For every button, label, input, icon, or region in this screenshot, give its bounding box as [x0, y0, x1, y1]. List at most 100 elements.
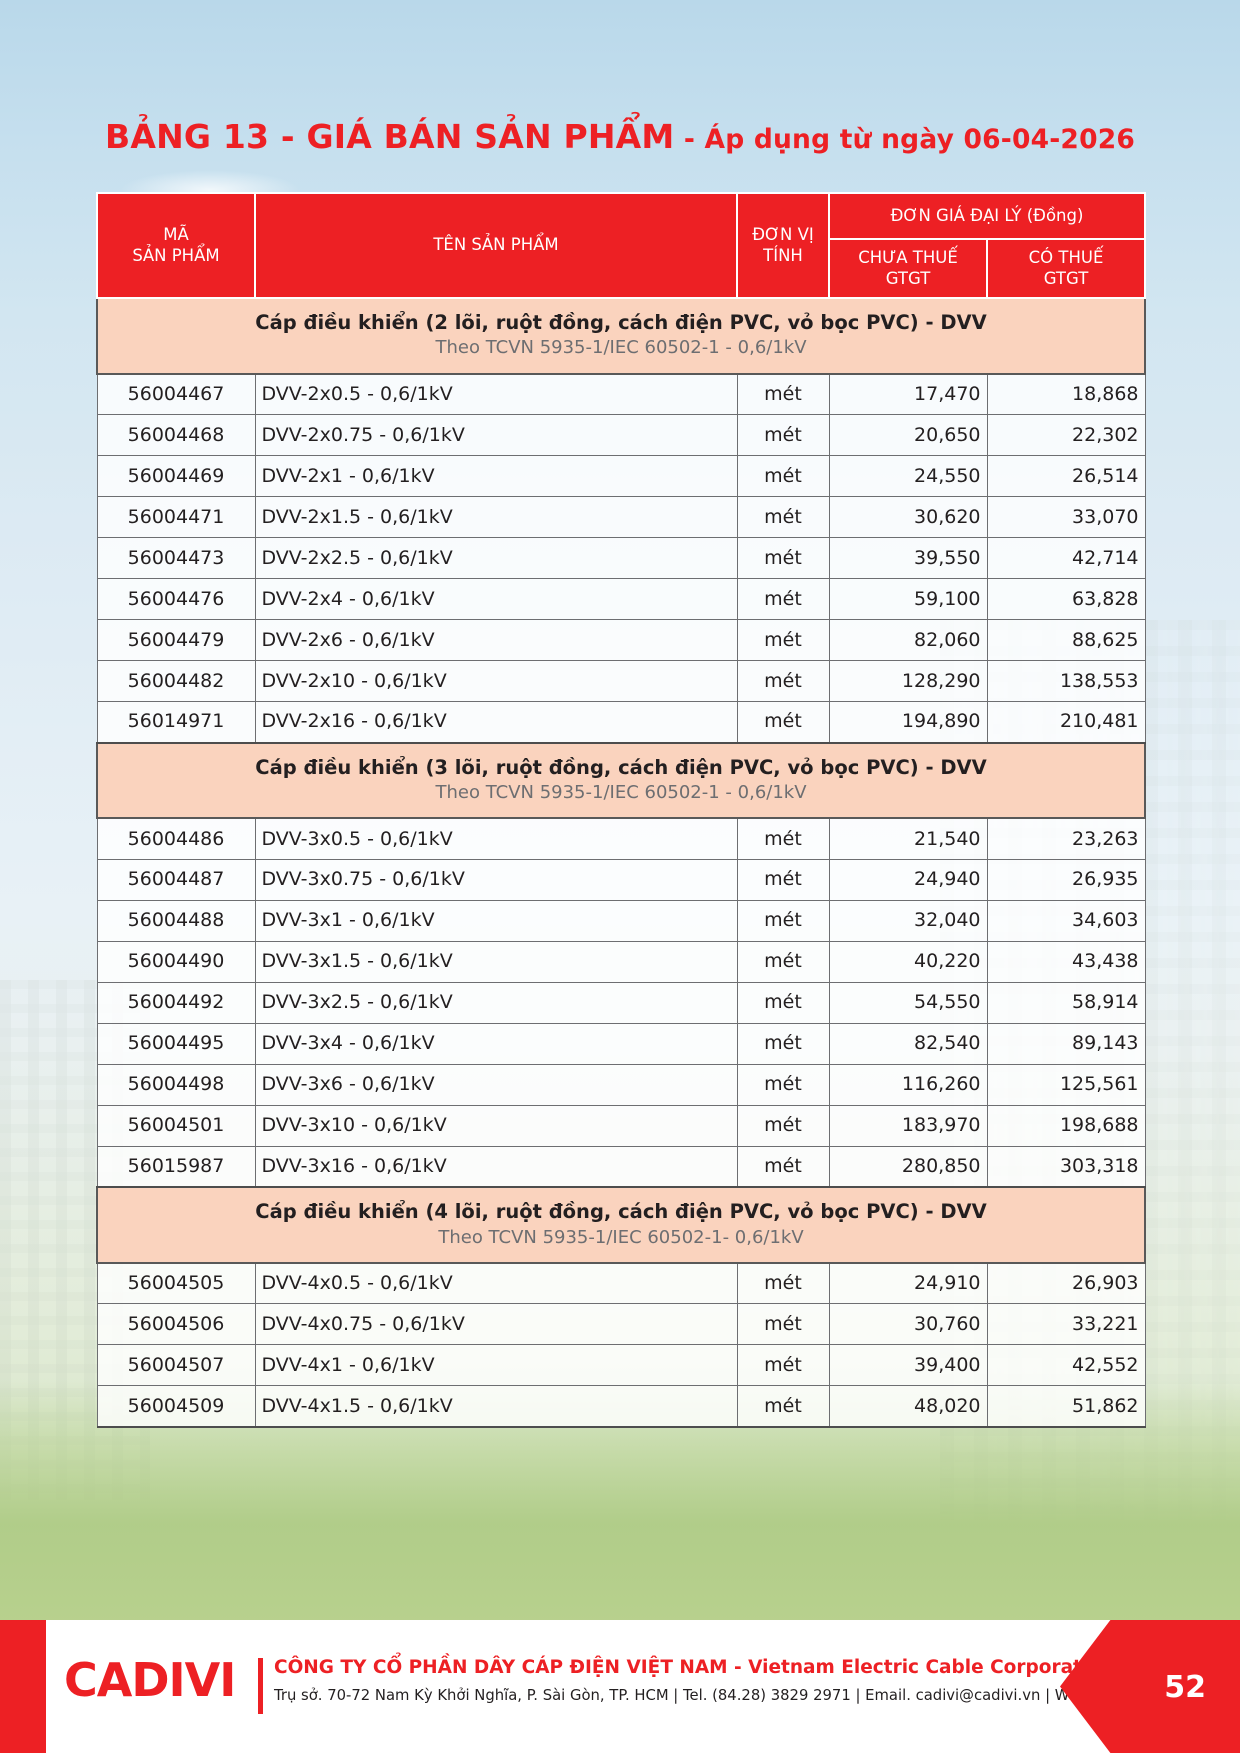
product-name-cell: DVV-3x16 - 0,6/1kV: [254, 1145, 738, 1189]
price-incl-vat-cell: 89,143: [986, 1022, 1146, 1065]
price-excl-vat-cell: 32,040: [828, 899, 988, 942]
table-row: 56004479 DVV-2x6 - 0,6/1kV mét 82,060 88,625: [96, 619, 1146, 662]
product-group-standard: Theo TCVN 5935-1/IEC 60502-1- 0,6/1kV: [438, 1226, 804, 1248]
unit-cell: mét: [736, 1022, 830, 1065]
product-code-cell: 56004506: [96, 1303, 256, 1346]
price-incl-vat-cell: 23,263: [986, 817, 1146, 860]
product-group-header-cell: Cáp điều khiển (4 lõi, ruột đồng, cách đ…: [95, 1186, 1147, 1264]
product-name-cell: DVV-3x6 - 0,6/1kV: [254, 1063, 738, 1106]
product-group-title: Cáp điều khiển (3 lõi, ruột đồng, cách đ…: [255, 755, 987, 779]
product-name-cell: DVV-4x0.75 - 0,6/1kV: [254, 1303, 738, 1346]
column-header-price-excl-vat: CHƯA THUẾ GTGT: [828, 238, 988, 299]
price-incl-vat-cell: 43,438: [986, 940, 1146, 983]
price-excl-vat-cell: 194,890: [828, 701, 988, 744]
table-row: 56004501 DVV-3x10 - 0,6/1kV mét 183,970 198,…: [96, 1104, 1146, 1147]
price-excl-vat-cell: 48,020: [828, 1385, 988, 1428]
unit-cell: mét: [736, 817, 830, 860]
page-title-main: BẢNG 13 - GIÁ BÁN SẢN PHẨM: [104, 117, 675, 156]
product-group-header: Cáp điều khiển (3 lõi, ruột đồng, cách đ…: [95, 741, 1147, 820]
page-title-effective-date: - Áp dụng từ ngày 06-04-2026: [674, 124, 1135, 155]
product-code-cell: 56004487: [96, 858, 256, 901]
price-incl-vat-cell: 210,481: [986, 701, 1146, 744]
column-header-price-incl-vat: CÓ THUẾ GTGT: [985, 238, 1147, 299]
unit-cell: mét: [736, 455, 830, 498]
price-incl-vat-cell: 303,318: [986, 1145, 1146, 1189]
price-excl-vat-cell: 128,290: [828, 660, 988, 703]
footer-page-tab: [1060, 1620, 1240, 1753]
unit-cell: mét: [736, 1261, 830, 1305]
product-code-cell: 56004490: [96, 940, 256, 983]
unit-cell: mét: [736, 1344, 830, 1387]
table-row: 56004469 DVV-2x1 - 0,6/1kV mét 24,550 26,514: [96, 455, 1146, 498]
column-header-price-excl-vat-line2: GTGT: [885, 268, 931, 288]
product-code-cell: 56004482: [96, 660, 256, 703]
column-header-product-code: MÃ SẢN PHẨM: [96, 192, 256, 299]
unit-cell: mét: [736, 578, 830, 621]
product-code-cell: 56004495: [96, 1022, 256, 1065]
table-row: 56015987 DVV-3x16 - 0,6/1kV mét 280,850 303,…: [96, 1145, 1146, 1189]
unit-cell: mét: [736, 981, 830, 1024]
product-code-cell: 56004492: [96, 981, 256, 1024]
column-header-unit-line2: TÍNH: [763, 245, 803, 265]
column-header-agent-price-group: ĐƠN GIÁ ĐẠI LÝ (Đồng): [827, 192, 1147, 240]
price-incl-vat-cell: 138,553: [986, 660, 1146, 703]
unit-cell: mét: [736, 414, 830, 457]
column-header-price-incl-vat-line2: GTGT: [1043, 268, 1089, 288]
table-row: 56004498 DVV-3x6 - 0,6/1kV mét 116,260 125,5…: [96, 1063, 1146, 1106]
product-code-cell: 56004509: [96, 1385, 256, 1428]
price-incl-vat-cell: 125,561: [986, 1063, 1146, 1106]
unit-cell: mét: [736, 537, 830, 580]
product-code-cell: 56004501: [96, 1104, 256, 1147]
column-header-product-code-line2: SẢN PHẨM: [132, 245, 220, 265]
product-name-cell: DVV-2x6 - 0,6/1kV: [254, 619, 738, 662]
price-table-wrapper: MÃ SẢN PHẨM TÊN SẢN PHẨM ĐƠN VỊ TÍNH ĐƠN…: [95, 192, 1147, 1428]
cadivi-logo: CADIVI: [64, 1653, 236, 1707]
price-excl-vat-cell: 183,970: [828, 1104, 988, 1147]
product-code-cell: 56004486: [96, 817, 256, 860]
table-row: 56004486 DVV-3x0.5 - 0,6/1kV mét 21,540 23,2…: [96, 817, 1146, 860]
price-incl-vat-cell: 26,903: [986, 1261, 1146, 1305]
price-incl-vat-cell: 63,828: [986, 578, 1146, 621]
table-row: 56004476 DVV-2x4 - 0,6/1kV mét 59,100 63,828: [96, 578, 1146, 621]
price-incl-vat-cell: 51,862: [986, 1385, 1146, 1428]
footer-accent-bar: [0, 1620, 46, 1753]
unit-cell: mét: [736, 940, 830, 983]
product-name-cell: DVV-2x0.75 - 0,6/1kV: [254, 414, 738, 457]
price-excl-vat-cell: 24,910: [828, 1261, 988, 1305]
unit-cell: mét: [736, 660, 830, 703]
price-excl-vat-cell: 30,620: [828, 496, 988, 539]
price-table-header: MÃ SẢN PHẨM TÊN SẢN PHẨM ĐƠN VỊ TÍNH ĐƠN…: [96, 192, 1147, 299]
table-row: 56004482 DVV-2x10 - 0,6/1kV mét 128,290 138,…: [96, 660, 1146, 703]
page-number: 52: [1164, 1670, 1206, 1705]
product-group-standard: Theo TCVN 5935-1/IEC 60502-1 - 0,6/1kV: [435, 337, 807, 359]
footer-address-contact: Trụ sở. 70-72 Nam Kỳ Khởi Nghĩa, P. Sài …: [274, 1687, 1190, 1704]
table-row: 56004492 DVV-3x2.5 - 0,6/1kV mét 54,550 58,9…: [96, 981, 1146, 1024]
product-code-cell: 56004505: [96, 1261, 256, 1305]
column-header-product-name: TÊN SẢN PHẨM: [254, 192, 738, 299]
product-code-cell: 56004473: [96, 537, 256, 580]
table-row: 56004488 DVV-3x1 - 0,6/1kV mét 32,040 34,603: [96, 899, 1146, 942]
table-row: 56004505 DVV-4x0.5 - 0,6/1kV mét 24,910 26,9…: [96, 1261, 1146, 1305]
product-code-cell: 56004469: [96, 455, 256, 498]
price-excl-vat-cell: 54,550: [828, 981, 988, 1024]
product-code-cell: 56014971: [96, 701, 256, 744]
table-row: 56004495 DVV-3x4 - 0,6/1kV mét 82,540 89,143: [96, 1022, 1146, 1065]
price-incl-vat-cell: 58,914: [986, 981, 1146, 1024]
product-name-cell: DVV-2x10 - 0,6/1kV: [254, 660, 738, 703]
product-group-title: Cáp điều khiển (4 lõi, ruột đồng, cách đ…: [255, 1200, 987, 1224]
product-code-cell: 56004471: [96, 496, 256, 539]
unit-cell: mét: [736, 619, 830, 662]
product-group-header-cell: Cáp điều khiển (2 lõi, ruột đồng, cách đ…: [95, 297, 1147, 375]
unit-cell: mét: [736, 899, 830, 942]
product-group-header: Cáp điều khiển (2 lõi, ruột đồng, cách đ…: [95, 297, 1147, 375]
unit-cell: mét: [736, 1063, 830, 1106]
unit-cell: mét: [736, 1303, 830, 1346]
product-name-cell: DVV-4x0.5 - 0,6/1kV: [254, 1261, 738, 1305]
price-excl-vat-cell: 59,100: [828, 578, 988, 621]
price-table: MÃ SẢN PHẨM TÊN SẢN PHẨM ĐƠN VỊ TÍNH ĐƠN…: [95, 192, 1147, 1428]
product-name-cell: DVV-3x0.5 - 0,6/1kV: [254, 817, 738, 860]
table-row: 56004509 DVV-4x1.5 - 0,6/1kV mét 48,020 51,8…: [96, 1385, 1146, 1428]
product-group-header: Cáp điều khiển (4 lõi, ruột đồng, cách đ…: [95, 1186, 1147, 1264]
table-row: 56014971 DVV-2x16 - 0,6/1kV mét 194,890 210,…: [96, 701, 1146, 744]
price-excl-vat-cell: 21,540: [828, 817, 988, 860]
